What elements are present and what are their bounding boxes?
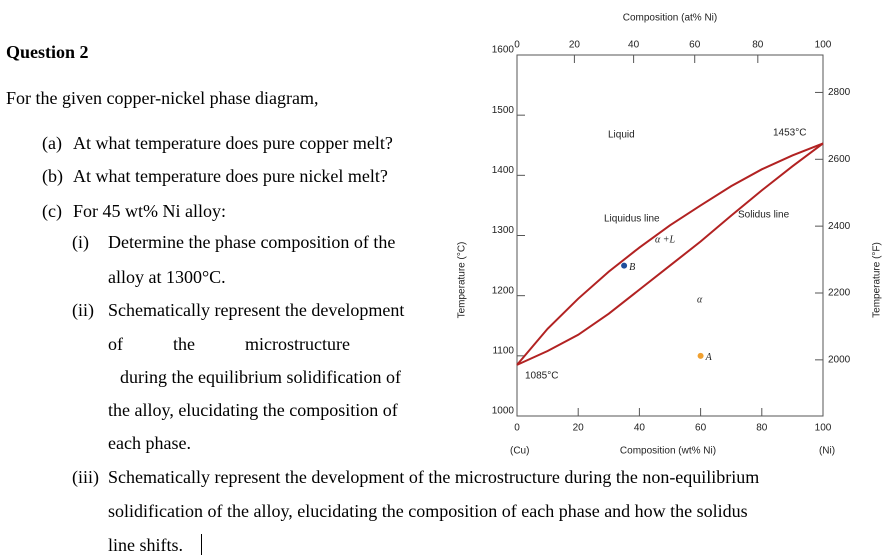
y2-tick-label: 2400 <box>828 221 851 232</box>
x2-axis-label: Composition (at% Ni) <box>623 13 717 24</box>
text-cursor <box>201 534 202 555</box>
y-tick-label: 1000 <box>492 406 515 417</box>
subitem-text: alloy at 1300°C. <box>108 267 226 287</box>
phase-boundary <box>516 142 824 366</box>
curve-label: Liquidus line <box>604 214 660 225</box>
x-tick-label: 40 <box>634 423 646 434</box>
phase-boundary <box>516 142 824 366</box>
x2-tick-label: 40 <box>628 40 640 51</box>
y2-tick-label: 2000 <box>828 354 851 365</box>
item-text: At what temperature does pure copper mel… <box>73 133 393 153</box>
x2-tick-label: 60 <box>689 40 701 51</box>
subitem-text: line shifts. <box>108 535 183 555</box>
curve-label: Solidus line <box>738 210 790 221</box>
subitem-label: (iii) <box>72 467 99 487</box>
annotation: 1453°C <box>773 128 806 139</box>
subitem-text: the alloy, elucidating the composition o… <box>108 400 398 420</box>
x2-tick-label: 100 <box>815 40 832 51</box>
end-label: (Cu) <box>510 446 529 457</box>
x-tick-label: 60 <box>695 423 707 434</box>
y2-tick-label: 2600 <box>828 154 851 165</box>
item-text: At what temperature does pure nickel mel… <box>73 166 388 186</box>
subitem-text: Schematically represent the development … <box>108 467 760 487</box>
x2-tick-label: 80 <box>752 40 764 51</box>
subitem-text: solidification of the alloy, elucidating… <box>108 501 748 521</box>
y-tick-label: 1600 <box>492 45 515 56</box>
y2-tick-label: 2800 <box>828 87 851 98</box>
end-label: (Ni) <box>819 446 835 457</box>
subitem-text: Determine the phase composition of the <box>108 232 396 252</box>
item-text: For 45 wt% Ni alloy: <box>73 201 226 221</box>
x-tick-label: 80 <box>756 423 768 434</box>
title: Question 2 <box>6 42 89 62</box>
point-label: B <box>629 262 635 273</box>
item-label: (b) <box>42 166 63 186</box>
subitem-label: (i) <box>72 232 89 252</box>
y-tick-label: 1300 <box>492 225 515 236</box>
item-label: (a) <box>42 133 62 153</box>
annotation: 1085°C <box>525 371 558 382</box>
state-point <box>621 262 628 269</box>
y2-tick-label: 2200 <box>828 288 851 299</box>
y-tick-label: 1400 <box>492 165 515 176</box>
subitem-text: during the equilibrium solidification of <box>120 367 401 387</box>
intro: For the given copper-nickel phase diagra… <box>6 88 319 108</box>
x-axis-label: Composition (wt% Ni) <box>620 446 716 457</box>
x-tick-label: 0 <box>514 423 520 434</box>
x2-tick-label: 20 <box>569 40 581 51</box>
subitem-text: Schematically represent the development <box>108 300 405 320</box>
y-axis-label: Temperature (°C) <box>457 242 468 319</box>
annotation: Liquid <box>608 130 635 141</box>
item-label: (c) <box>42 201 62 221</box>
x2-tick-label: 0 <box>514 40 520 51</box>
state-point <box>697 352 704 359</box>
x-tick-label: 20 <box>573 423 585 434</box>
x-tick-label: 100 <box>815 423 832 434</box>
annotation: α <box>697 294 703 305</box>
subitem-text: each phase. <box>108 433 191 453</box>
y2-axis-label: Temperature (°F) <box>872 242 883 318</box>
y-tick-label: 1500 <box>492 105 515 116</box>
y-tick-label: 1100 <box>492 345 514 356</box>
y-tick-label: 1200 <box>492 285 515 296</box>
subitem-text: of the microstructure <box>108 334 350 354</box>
annotation: α +L <box>655 234 675 245</box>
subitem-label: (ii) <box>72 300 94 320</box>
point-label: A <box>705 352 713 363</box>
